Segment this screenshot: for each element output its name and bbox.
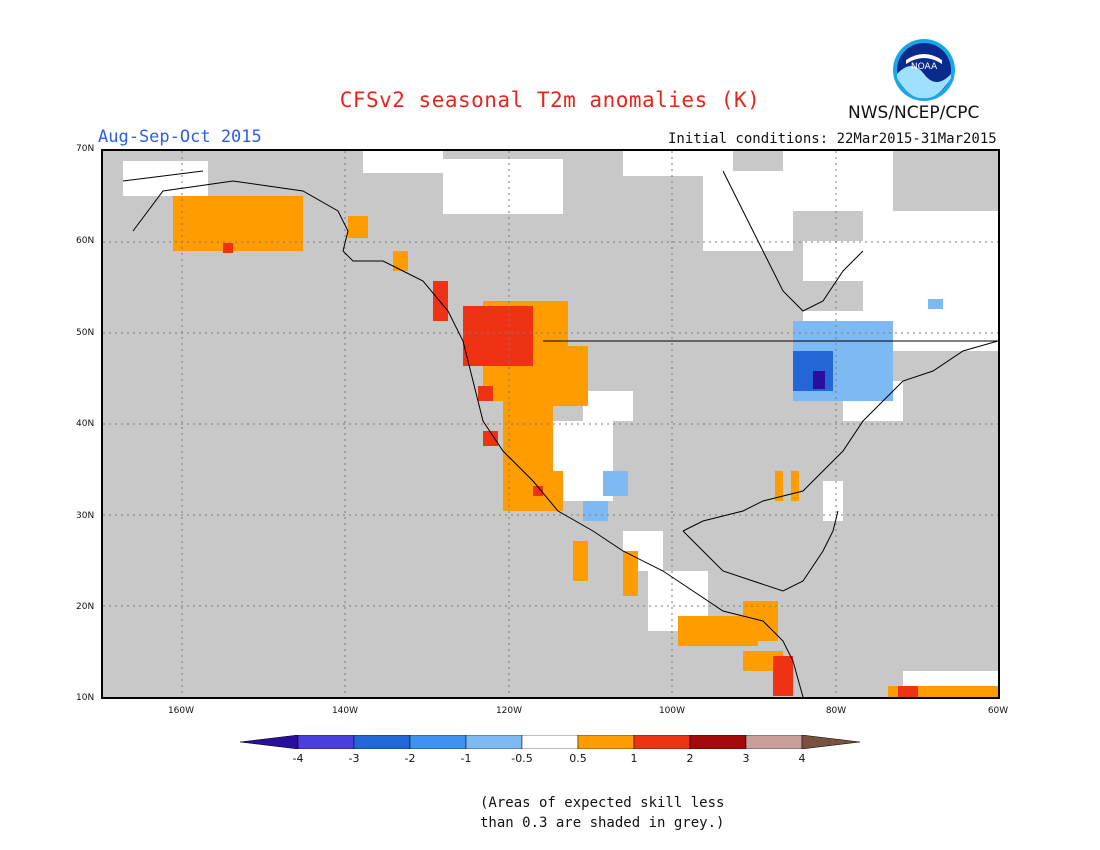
anomaly-red: [223, 243, 918, 697]
coastlines: [122, 170, 998, 697]
footnote-line-1: (Areas of expected skill less: [480, 795, 725, 811]
lat-label: 10N: [76, 693, 95, 703]
lat-label: 20N: [76, 602, 95, 612]
lon-label: 120W: [495, 706, 523, 716]
lat-label: 50N: [76, 328, 95, 338]
colorbar-swatch: [353, 735, 411, 749]
map-svg: [103, 151, 998, 697]
colorbar-label: 3: [742, 752, 750, 765]
lon-label: 60W: [987, 706, 1009, 716]
colorbar-arrow-left: [240, 735, 299, 749]
chart-title: CFSv2 seasonal T2m anomalies (K): [339, 88, 761, 112]
initial-conditions: Initial conditions: 22Mar2015-31Mar2015: [668, 131, 997, 147]
lat-label: 40N: [76, 419, 95, 429]
logo-text: NOAA: [911, 62, 938, 72]
lon-label: 140W: [331, 706, 359, 716]
lon-label: 100W: [658, 706, 686, 716]
colorbar-label: 1: [630, 752, 638, 765]
lat-label: 60N: [76, 236, 95, 246]
colorbar-swatch: [465, 735, 523, 749]
lat-label: 70N: [76, 144, 95, 154]
lon-label: 80W: [825, 706, 847, 716]
colorbar-label: 2: [686, 752, 694, 765]
colorbar-swatch: [521, 735, 579, 749]
forecast-map: [101, 149, 1000, 699]
lon-label: 160W: [167, 706, 195, 716]
colorbar-swatch: [409, 735, 467, 749]
agency-label: NWS/NCEP/CPC: [848, 103, 980, 123]
colorbar-label: -1: [460, 752, 472, 765]
colorbar-label: -0.5: [511, 752, 533, 765]
colorbar-label: -3: [348, 752, 360, 765]
footnote: (Areas of expected skill less than 0.3 a…: [480, 793, 724, 833]
colorbar-swatch: [633, 735, 691, 749]
colorbar-label: 0.5: [569, 752, 587, 765]
noaa-logo-icon: NOAA: [893, 39, 955, 101]
colorbar-swatch: [689, 735, 747, 749]
forecast-period: Aug-Sep-Oct 2015: [98, 127, 262, 147]
colorbar-label: 4: [798, 752, 806, 765]
colorbar-label: -2: [404, 752, 416, 765]
footnote-line-2: than 0.3 are shaded in grey.): [480, 815, 725, 831]
colorbar-label: -4: [292, 752, 304, 765]
lat-label: 30N: [76, 511, 95, 521]
colorbar: [240, 735, 860, 749]
colorbar-swatch: [297, 735, 355, 749]
colorbar-swatch: [745, 735, 803, 749]
anomaly-darkest-blue: [813, 371, 825, 389]
colorbar-swatch: [577, 735, 635, 749]
colorbar-arrow-right: [801, 735, 860, 749]
